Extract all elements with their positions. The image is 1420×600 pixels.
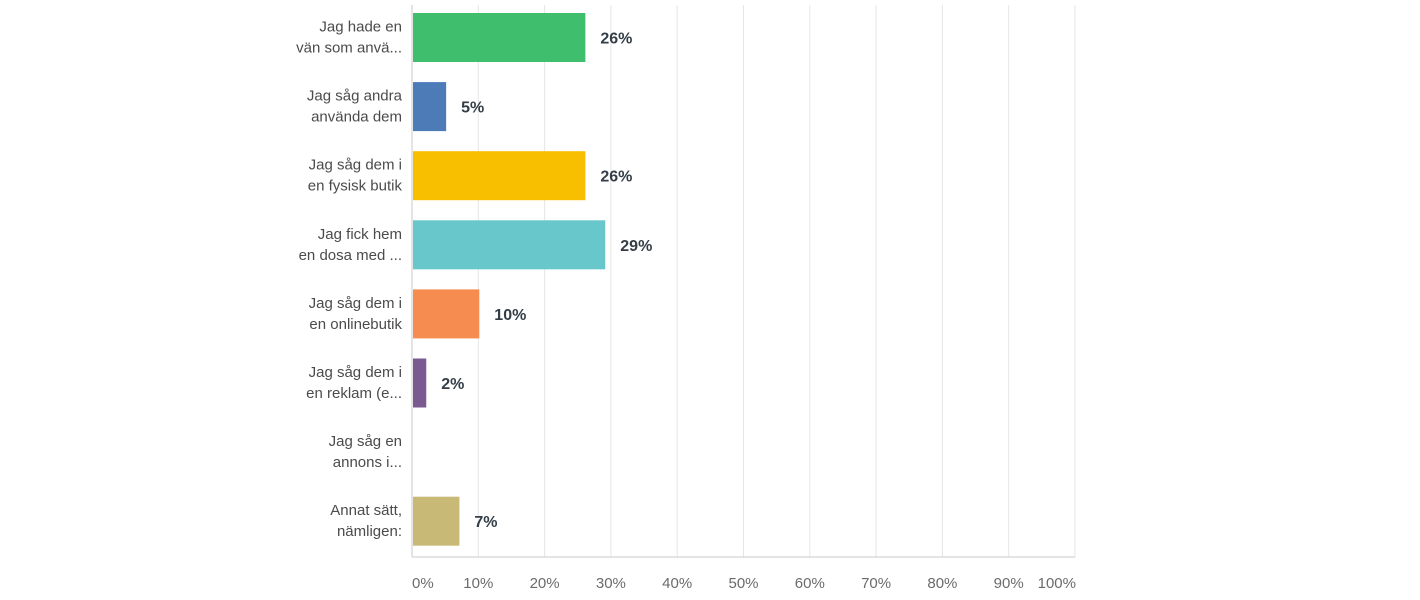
gridlines: [411, 5, 1076, 558]
category-label: Jag fick hem en dosa med ...: [299, 226, 402, 264]
x-tick-label: 90%: [994, 575, 1024, 592]
category-label: Jag såg en annons i...: [329, 433, 402, 471]
bar: [413, 82, 447, 132]
x-tick-label: 100%: [1038, 575, 1076, 592]
x-tick-label: 60%: [795, 575, 825, 592]
data-label: 5%: [461, 100, 484, 117]
x-tick-label: 50%: [728, 575, 758, 592]
x-tick-label: 10%: [463, 575, 493, 592]
category-label: Annat sätt, nämligen:: [330, 502, 402, 540]
category-label: Jag hade en vän som anvä...: [296, 19, 402, 57]
x-tick-label: 20%: [530, 575, 560, 592]
category-label: Jag såg dem i en fysisk butik: [308, 157, 403, 195]
x-tick-label: 0%: [412, 575, 434, 592]
bars: [413, 13, 606, 546]
category-labels: Jag hade en vän som anvä... Jag såg andra a…: [296, 19, 403, 541]
category-label: Jag såg andra använda dem: [307, 88, 403, 126]
bar: [413, 13, 586, 62]
bar: [413, 151, 586, 201]
bar: [413, 289, 480, 339]
data-label: 10%: [494, 307, 526, 324]
x-axis-ticks: 0% 10% 20% 30% 40% 50% 60% 70% 80% 90% 100%: [412, 575, 1076, 592]
category-label: Jag såg dem i en onlinebutik: [309, 295, 403, 333]
bar: [413, 220, 606, 270]
x-tick-label: 40%: [662, 575, 692, 592]
value-labels: 26% 5% 26% 29% 10% 2% 7%: [441, 31, 652, 532]
data-label: 2%: [441, 376, 464, 393]
category-label: Jag såg dem i en reklam (e...: [306, 364, 402, 402]
data-label: 29%: [620, 238, 652, 255]
x-tick-label: 70%: [861, 575, 891, 592]
data-label: 26%: [600, 31, 632, 48]
data-label: 26%: [600, 169, 632, 186]
bar: [413, 496, 460, 546]
bar: [413, 358, 427, 408]
data-label: 7%: [474, 514, 497, 531]
x-tick-label: 80%: [927, 575, 957, 592]
x-tick-label: 30%: [596, 575, 626, 592]
